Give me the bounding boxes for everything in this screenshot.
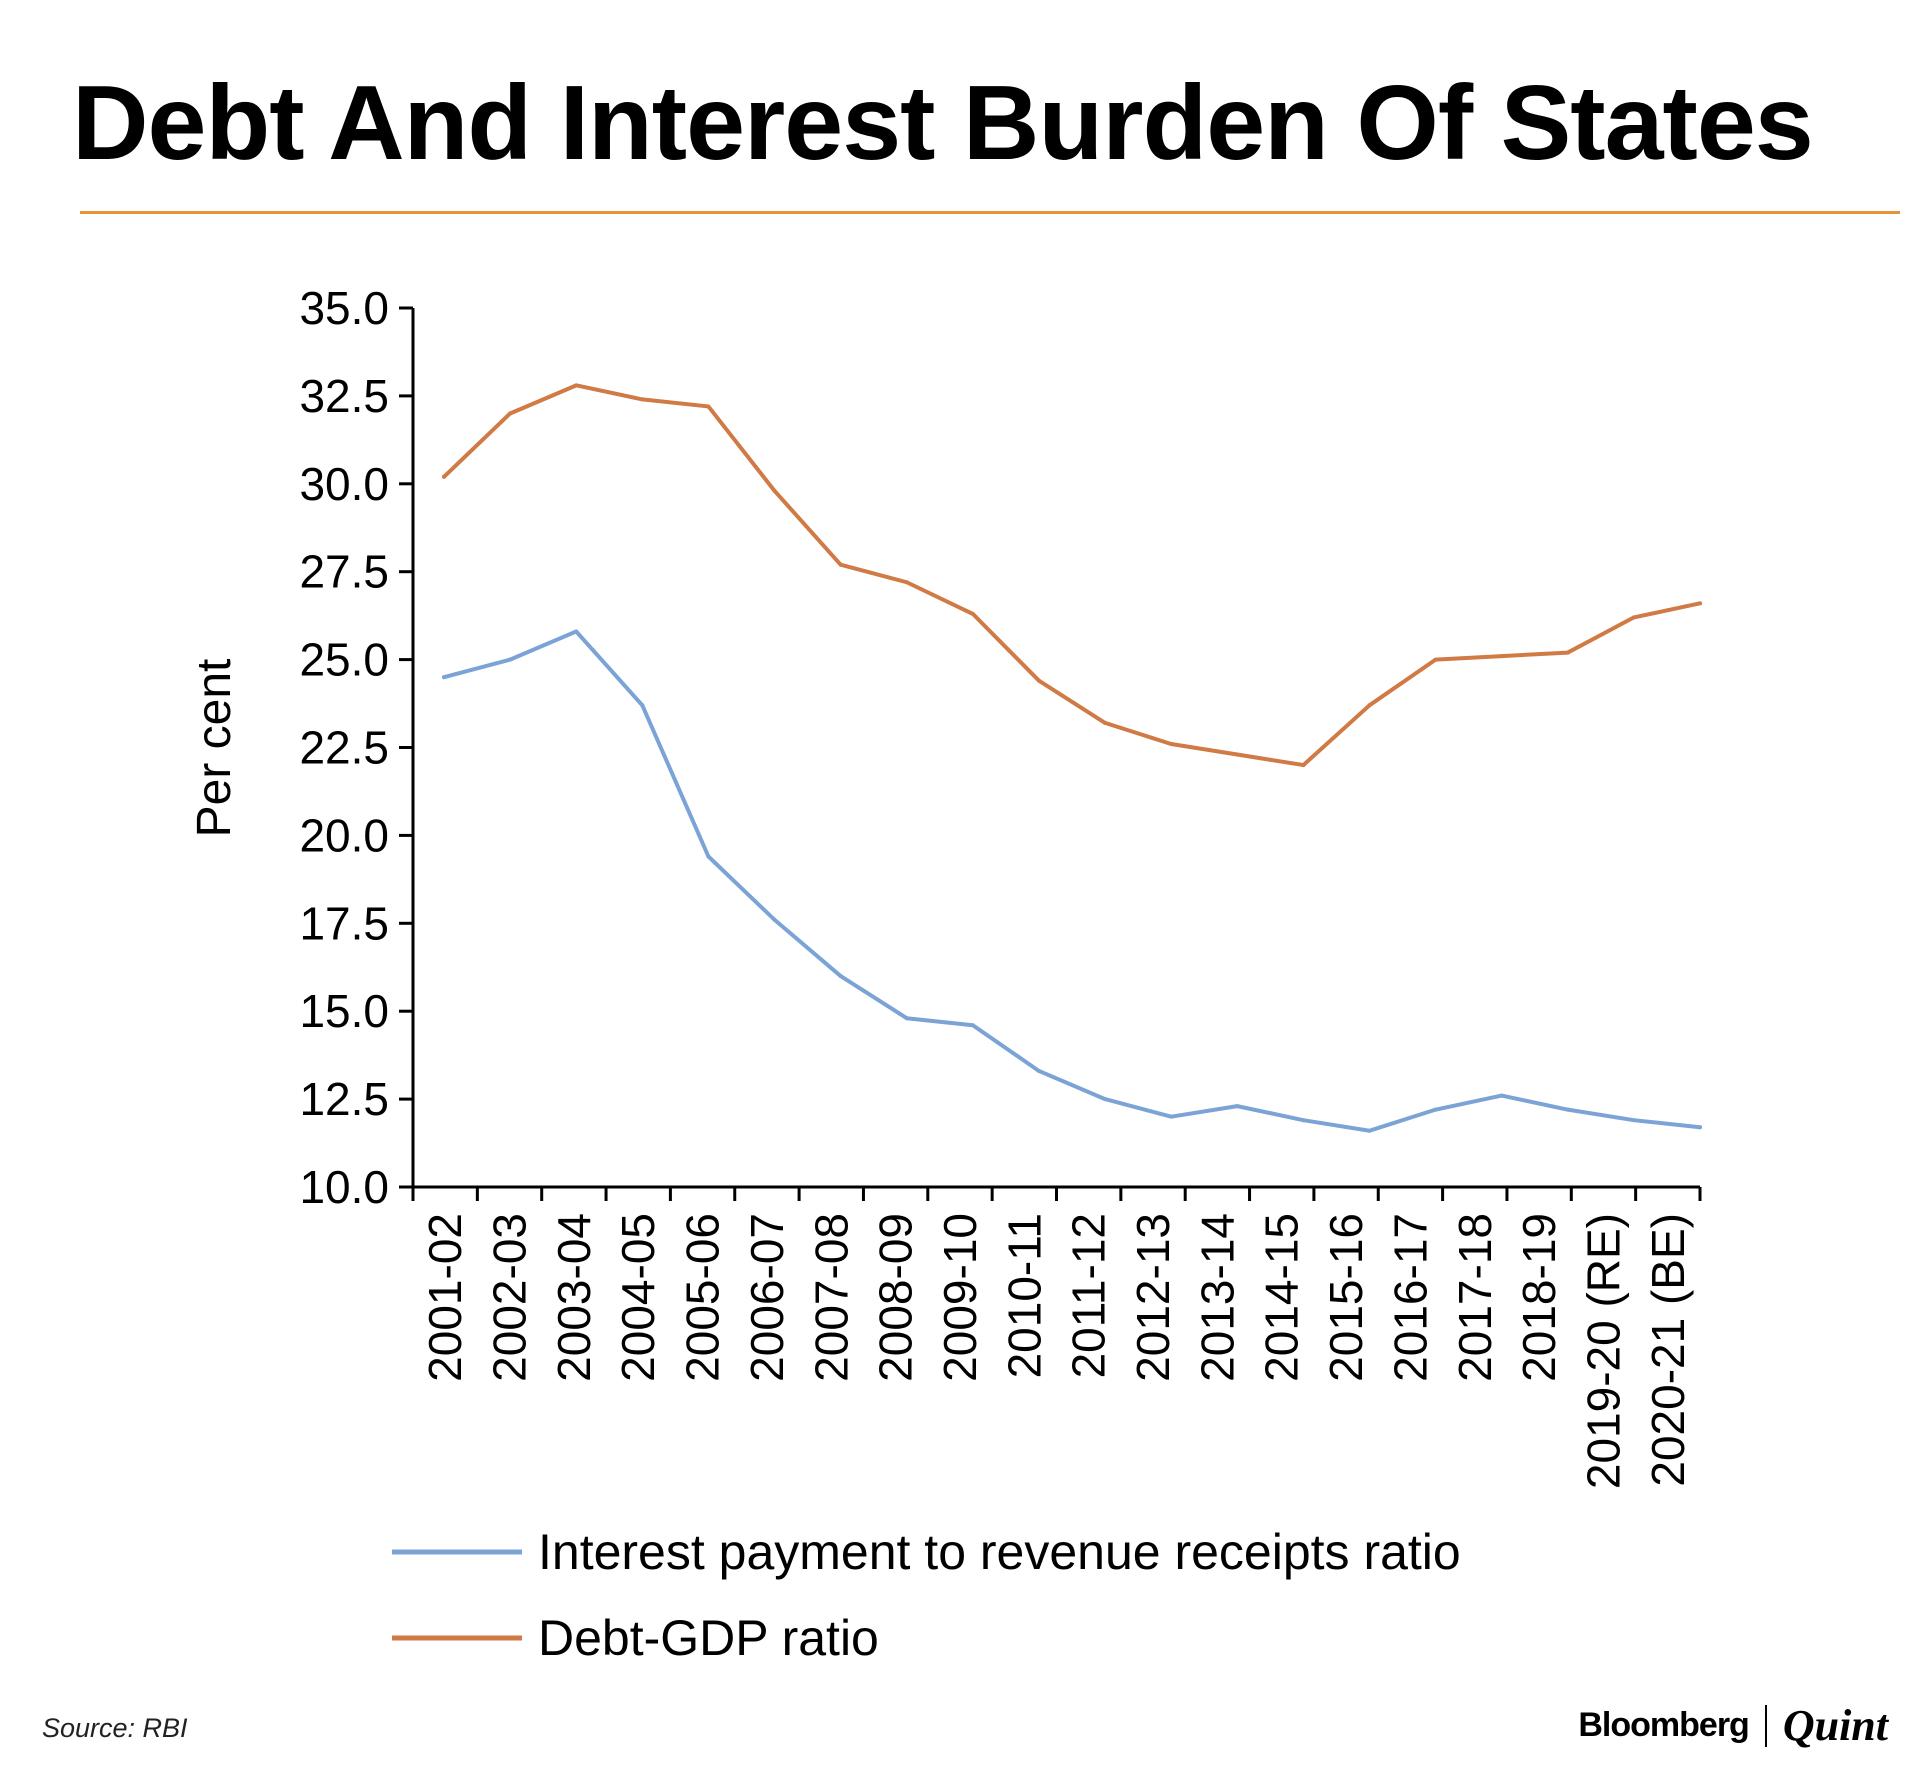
x-tick-label: 2003-04 — [548, 1213, 600, 1382]
page-title: Debt And Interest Burden Of States — [72, 64, 1814, 182]
data-point — [442, 675, 446, 680]
brand-quint: Quint — [1782, 1701, 1888, 1750]
data-point — [772, 917, 777, 922]
x-tick-label: 2020-21 (BE) — [1642, 1213, 1694, 1487]
title-divider — [80, 211, 1900, 214]
y-axis-label: Per cent — [188, 659, 241, 838]
y-tick-label: 10.0 — [299, 1161, 389, 1213]
x-tick-label: 2018-19 — [1513, 1213, 1565, 1382]
brand-logo: Bloomberg Quint — [1578, 1700, 1888, 1751]
x-tick-label: 2014-15 — [1256, 1213, 1308, 1382]
data-point — [640, 703, 645, 708]
data-point — [1565, 650, 1570, 655]
y-tick-label: 27.5 — [299, 546, 389, 598]
data-point — [1433, 657, 1438, 662]
x-tick-label: 2004-05 — [612, 1213, 664, 1382]
y-tick-label: 20.0 — [299, 809, 389, 861]
data-point — [442, 474, 446, 479]
legend-label-1: Debt-GDP ratio — [538, 1610, 879, 1666]
y-tick-label: 15.0 — [299, 985, 389, 1037]
x-axis: 2001-02 2002-03 2003-04 2004-05 2005-06 2006-… — [411, 1185, 1702, 1489]
x-tick-label: 2012-13 — [1127, 1213, 1179, 1382]
y-tick-label: 25.0 — [299, 634, 389, 686]
data-point — [838, 562, 843, 567]
data-point — [1103, 1097, 1108, 1102]
x-tick-label: 2011-12 — [1063, 1213, 1115, 1378]
data-point — [904, 580, 909, 585]
data-point — [1698, 601, 1702, 606]
data-point — [772, 488, 777, 493]
data-point — [1631, 615, 1636, 620]
data-point — [1235, 1104, 1240, 1109]
x-tick-label: 2006-07 — [741, 1213, 793, 1382]
data-point — [640, 397, 645, 402]
series-layer — [442, 383, 1702, 1133]
data-point — [1698, 1125, 1702, 1130]
x-tick-label: 2005-06 — [677, 1213, 729, 1382]
brand-bloomberg: Bloomberg — [1578, 1706, 1749, 1744]
data-point — [706, 404, 711, 409]
data-point — [508, 657, 513, 662]
data-point — [1036, 678, 1041, 683]
series-line-1 — [442, 383, 1702, 768]
source-note: Source: RBI — [42, 1713, 188, 1743]
data-point — [574, 383, 579, 388]
data-point — [1631, 1118, 1636, 1123]
y-tick-label: 12.5 — [299, 1073, 389, 1125]
x-tick-label: 2016-17 — [1384, 1213, 1436, 1382]
data-point — [1367, 1128, 1372, 1133]
x-tick-label: 2008-09 — [870, 1213, 922, 1382]
data-point — [706, 854, 711, 859]
x-tick-label: 2015-16 — [1320, 1213, 1372, 1382]
x-tick-label: 2002-03 — [484, 1213, 536, 1382]
x-tick-label: 2010-11 — [998, 1213, 1050, 1378]
y-tick-label: 32.5 — [299, 370, 389, 422]
data-point — [1565, 1107, 1570, 1112]
legend: Interest payment to revenue receipts rat… — [392, 1524, 1461, 1666]
y-tick-label: 35.0 — [299, 282, 389, 334]
data-point — [970, 611, 975, 616]
y-tick-label: 22.5 — [299, 722, 389, 774]
data-point — [1499, 654, 1504, 659]
data-point — [838, 974, 843, 979]
data-point — [508, 411, 513, 416]
data-point — [1169, 1114, 1174, 1119]
data-point — [1433, 1107, 1438, 1112]
data-point — [1235, 752, 1240, 757]
data-point — [1301, 1118, 1306, 1123]
data-point — [1301, 763, 1306, 768]
data-point — [1103, 720, 1108, 725]
data-point — [1367, 703, 1372, 708]
data-point — [1169, 741, 1174, 746]
series-line-0 — [442, 629, 1702, 1133]
data-point — [1499, 1093, 1504, 1098]
data-point — [904, 1016, 909, 1021]
data-point — [970, 1023, 975, 1028]
x-tick-label: 2007-08 — [805, 1213, 857, 1382]
y-axis: 10.0 12.5 15.0 17.5 20.0 22.5 25.0 27.5 30.0 32.5… — [299, 282, 415, 1213]
x-tick-label: 2017-18 — [1449, 1213, 1501, 1382]
y-tick-label: 17.5 — [299, 897, 389, 949]
legend-label-0: Interest payment to revenue receipts rat… — [538, 1524, 1461, 1580]
x-tick-label: 2019-20 (RE) — [1577, 1213, 1629, 1489]
brand-separator — [1764, 1704, 1767, 1747]
x-tick-label: 2009-10 — [934, 1213, 986, 1382]
x-tick-label: 2013-14 — [1191, 1213, 1243, 1382]
x-tick-label: 2001-02 — [419, 1213, 471, 1382]
data-point — [1036, 1068, 1041, 1073]
data-point — [574, 629, 579, 634]
y-tick-label: 30.0 — [299, 458, 389, 510]
